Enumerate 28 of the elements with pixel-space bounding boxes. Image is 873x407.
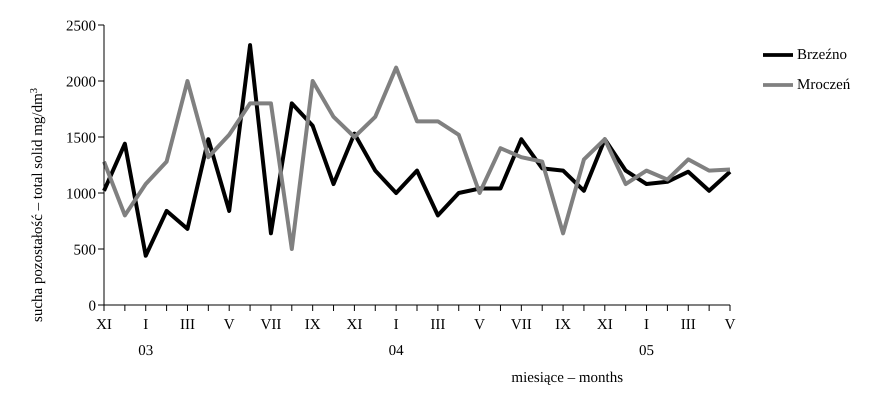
y-tick-label: 500 [74,242,96,258]
y-tick-label: 2000 [66,74,96,90]
x-tick-label: IX [304,317,321,333]
x-tick-label: III [430,317,446,333]
x-axis-title: miesiące – months [511,370,624,386]
x-tick-label: VII [510,317,532,333]
x-tick-label: XI [596,317,613,333]
x-tick-label: IX [555,317,572,333]
legend-label: Mroczeń [797,76,850,93]
text: 03 [138,343,154,359]
x-tick-label: V [224,317,235,333]
x-tick-label: XI [96,317,112,333]
x-tick-label: XI [346,317,362,333]
y-tick-label: 1000 [66,186,96,202]
legend-label: Brzeźno [797,46,847,63]
text: 04 [388,343,404,359]
x-tick-label: I [644,317,650,333]
x-tick-label: I [394,317,399,333]
x-tick-label: V [724,317,736,333]
y-tick-label: 2500 [66,18,96,34]
x-tick-label: VII [260,317,282,333]
x-tick-label: III [680,317,696,333]
text: 05 [639,343,654,359]
y-tick-label: 1500 [66,130,96,146]
x-tick-label: V [474,317,486,333]
x-tick-label: III [180,317,195,333]
x-tick-label: I [143,317,148,333]
y-tick-label: 0 [88,298,96,314]
